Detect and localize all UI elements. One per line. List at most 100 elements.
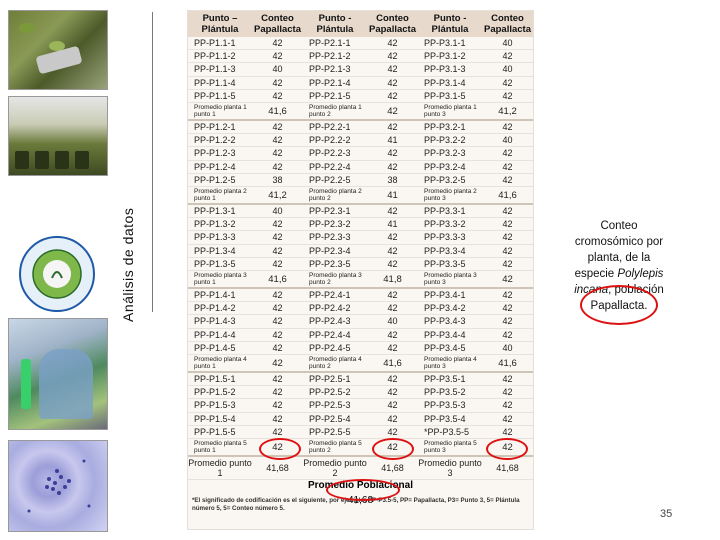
table-row: PP-P1.4-3 42 PP-P2.4-3 40 PP-P3.4-3 42 bbox=[188, 314, 533, 329]
table-row: PP-P1.3-5 42 PP-P2.3-5 42 PP-P3.3-5 42 bbox=[188, 257, 533, 272]
average-value-cell: 41,6 bbox=[252, 270, 303, 290]
point-average-label: Promedio punto 1 bbox=[188, 456, 252, 481]
count-cell: 42 bbox=[367, 288, 418, 303]
sample-code-cell: PP-P1.1-5 bbox=[188, 89, 252, 104]
point-average-value: 41,68 bbox=[482, 456, 533, 481]
average-value-cell: 41,6 bbox=[367, 354, 418, 374]
average-value-cell: 41,8 bbox=[367, 270, 418, 290]
sample-code-cell: PP-P3.1-1 bbox=[418, 37, 482, 51]
count-cell: 40 bbox=[367, 314, 418, 329]
count-cell: 42 bbox=[482, 244, 533, 258]
average-label-cell: Promedio planta 4 punto 2 bbox=[303, 354, 367, 374]
count-cell: 42 bbox=[252, 244, 303, 258]
sample-code-cell: PP-P3.2-3 bbox=[418, 146, 482, 161]
count-cell: 42 bbox=[367, 160, 418, 174]
point-average-value: 41,68 bbox=[367, 456, 418, 481]
count-cell: 42 bbox=[252, 328, 303, 342]
count-cell: 42 bbox=[482, 372, 533, 387]
count-cell: 42 bbox=[367, 49, 418, 64]
average-label-cell: Promedio planta 3 punto 3 bbox=[418, 270, 482, 290]
count-cell: 42 bbox=[482, 160, 533, 174]
average-value-cell: 42 bbox=[482, 270, 533, 290]
sample-code-cell: PP-P3.1-5 bbox=[418, 89, 482, 104]
count-cell: 42 bbox=[482, 89, 533, 104]
header-cell: Punto - Plántula bbox=[418, 11, 482, 37]
count-cell: 41 bbox=[367, 133, 418, 148]
sample-code-cell: PP-P2.5-3 bbox=[303, 398, 367, 413]
header-cell: Punto – Plántula bbox=[188, 11, 252, 37]
sample-code-cell: PP-P1.5-2 bbox=[188, 385, 252, 400]
sample-code-cell: PP-P3.4-2 bbox=[418, 301, 482, 316]
caption-line: planta, de la bbox=[587, 252, 651, 264]
sample-code-cell: PP-P2.4-5 bbox=[303, 341, 367, 356]
average-row: Promedio planta 5 punto 1 42 Promedio plan… bbox=[188, 438, 533, 458]
sample-code-cell: PP-P1.3-5 bbox=[188, 257, 252, 272]
count-cell: 42 bbox=[482, 49, 533, 64]
count-cell: 40 bbox=[482, 133, 533, 148]
table-row: PP-P1.5-3 42 PP-P2.5-3 42 PP-P3.5-3 42 bbox=[188, 398, 533, 413]
count-cell: 42 bbox=[367, 146, 418, 161]
table-row: PP-P1.4-5 42 PP-P2.4-5 42 PP-P3.4-5 40 bbox=[188, 341, 533, 356]
count-cell: 42 bbox=[367, 230, 418, 245]
count-cell: 42 bbox=[482, 173, 533, 188]
count-cell: 40 bbox=[482, 62, 533, 77]
highlight-ring bbox=[259, 438, 301, 460]
sample-code-cell: PP-P1.4-1 bbox=[188, 288, 252, 303]
count-cell: 42 bbox=[482, 146, 533, 161]
highlight-ring bbox=[486, 438, 528, 460]
average-label-cell: Promedio planta 1 punto 2 bbox=[303, 102, 367, 121]
sample-code-cell: PP-P3.3-1 bbox=[418, 204, 482, 219]
count-cell: 42 bbox=[482, 314, 533, 329]
sample-code-cell: PP-P2.3-1 bbox=[303, 204, 367, 219]
count-cell: 42 bbox=[252, 133, 303, 148]
caption-line: cromosómico por bbox=[574, 236, 664, 248]
pot-shape bbox=[55, 151, 69, 169]
sample-code-cell: PP-P2.2-4 bbox=[303, 160, 367, 174]
table-row: PP-P1.1-1 42 PP-P2.1-1 42 PP-P3.1-1 40 bbox=[188, 37, 533, 51]
count-cell: 42 bbox=[252, 37, 303, 51]
sample-code-cell: PP-P2.3-5 bbox=[303, 257, 367, 272]
sample-code-cell: PP-P1.2-2 bbox=[188, 133, 252, 148]
count-cell: 42 bbox=[252, 398, 303, 413]
sample-code-cell: PP-P3.4-1 bbox=[418, 288, 482, 303]
photo-lab-work bbox=[8, 318, 108, 430]
sample-code-cell: PP-P2.5-1 bbox=[303, 372, 367, 387]
count-cell: 42 bbox=[367, 89, 418, 104]
average-value-cell: 42 bbox=[252, 354, 303, 374]
sample-code-cell: PP-P3.1-3 bbox=[418, 62, 482, 77]
count-cell: 40 bbox=[482, 37, 533, 51]
count-cell: 42 bbox=[252, 372, 303, 387]
sample-code-cell: PP-P3.4-4 bbox=[418, 328, 482, 342]
divider-line bbox=[152, 12, 153, 312]
count-cell: 42 bbox=[252, 120, 303, 135]
point-average-label: Promedio punto 2 bbox=[303, 456, 367, 481]
sample-code-cell: PP-P3.4-3 bbox=[418, 314, 482, 329]
sample-code-cell: PP-P2.1-5 bbox=[303, 89, 367, 104]
table-row: PP-P1.2-1 42 PP-P2.2-1 42 PP-P3.2-1 42 bbox=[188, 120, 533, 135]
count-cell: 42 bbox=[367, 412, 418, 426]
person-shape bbox=[39, 349, 93, 419]
caption-line: Conteo bbox=[600, 220, 638, 232]
count-cell: 42 bbox=[252, 341, 303, 356]
count-cell: 42 bbox=[252, 412, 303, 426]
average-value-cell: 42 bbox=[367, 102, 418, 121]
sample-code-cell: PP-P1.3-2 bbox=[188, 217, 252, 232]
sample-code-cell: PP-P1.2-1 bbox=[188, 120, 252, 135]
table-row: PP-P1.1-5 42 PP-P2.1-5 42 PP-P3.1-5 42 bbox=[188, 89, 533, 104]
count-cell: 42 bbox=[367, 341, 418, 356]
count-cell: 42 bbox=[252, 425, 303, 440]
table-row: PP-P1.5-5 42 PP-P2.5-5 42 *PP-P3.5-5 42 bbox=[188, 425, 533, 440]
count-cell: 42 bbox=[252, 257, 303, 272]
sample-code-cell: PP-P3.3-3 bbox=[418, 230, 482, 245]
average-value-cell: 41,6 bbox=[252, 102, 303, 121]
sample-code-cell: PP-P2.1-1 bbox=[303, 37, 367, 51]
average-label-cell: Promedio planta 5 punto 2 bbox=[303, 438, 367, 458]
average-label-cell: Promedio planta 2 punto 1 bbox=[188, 186, 252, 206]
sample-code-cell: PP-P1.5-5 bbox=[188, 425, 252, 440]
count-cell: 42 bbox=[367, 301, 418, 316]
average-row: Promedio planta 3 punto 1 41,6 Promedio pl… bbox=[188, 270, 533, 290]
sample-code-cell: PP-P3.2-1 bbox=[418, 120, 482, 135]
table-row: PP-P1.4-1 42 PP-P2.4-1 42 PP-P3.4-1 42 bbox=[188, 288, 533, 303]
photo-chromosome-microscopy bbox=[8, 440, 108, 532]
count-cell: 42 bbox=[482, 328, 533, 342]
